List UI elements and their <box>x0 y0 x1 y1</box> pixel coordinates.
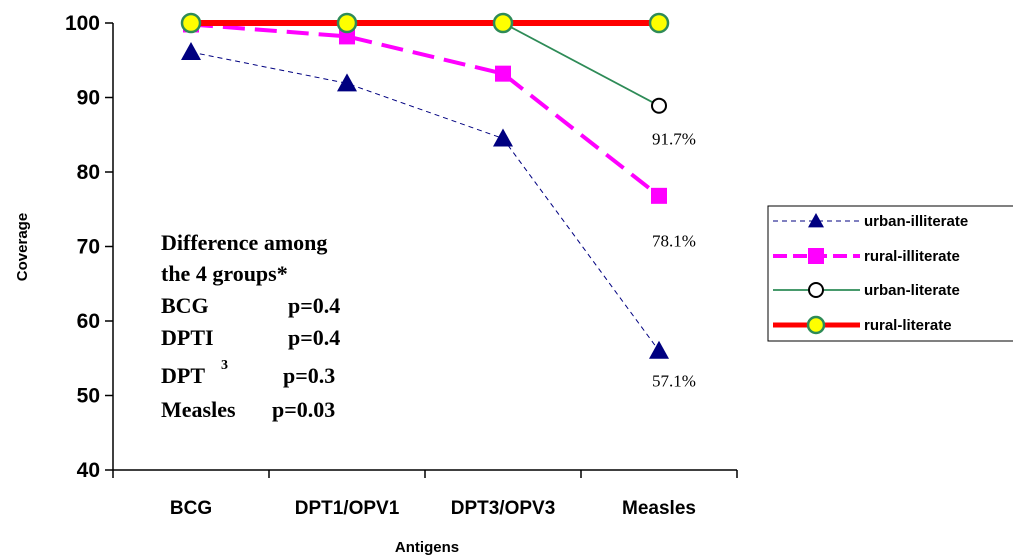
series-urban-illiterate <box>181 42 669 359</box>
annotation-title-line-2: the 4 groups* <box>161 261 288 286</box>
series-rural-literate <box>180 12 670 34</box>
legend-item-rural-literate: rural-literate <box>773 315 952 335</box>
y-tick-label: 90 <box>77 87 100 110</box>
annotation-row-bcg-name: BCG <box>161 293 209 318</box>
data-label: 91.7% <box>652 129 696 148</box>
annotation-box: Difference among the 4 groups* BCG p=0.4… <box>161 230 340 422</box>
annotation-row-dpti-name: DPTI <box>161 325 214 350</box>
triangle-marker <box>808 213 824 228</box>
legend-label: urban-literate <box>864 282 960 299</box>
y-tick-label: 70 <box>77 236 100 259</box>
x-axis-categories: BCG DPT1/OPV1 DPT3/OPV3 Measles <box>112 470 738 519</box>
legend-label: rural-illiterate <box>864 248 960 265</box>
legend-item-rural-illiterate: rural-illiterate <box>773 248 960 265</box>
square-marker <box>495 65 511 82</box>
yellow-circle-marker <box>336 12 358 34</box>
x-axis-title: Antigens <box>395 539 459 556</box>
legend-frame <box>767 205 1013 342</box>
y-axis-ticks: 40 50 60 70 80 90 100 <box>65 12 113 482</box>
open-circle-marker <box>808 282 824 298</box>
annotation-row-dpt3-p: p=0.3 <box>283 363 335 388</box>
annotation-row-bcg-p: p=0.4 <box>288 293 340 318</box>
triangle-marker <box>337 73 357 92</box>
y-tick-label: 100 <box>65 12 100 35</box>
triangle-marker <box>181 42 201 61</box>
series-layer <box>180 12 670 359</box>
data-labels: 91.7% 78.1% 57.1% <box>652 129 696 390</box>
x-category-label: BCG <box>170 498 212 519</box>
yellow-circle-marker <box>806 315 826 335</box>
legend-label: urban-illiterate <box>864 213 968 230</box>
y-axis-title: Coverage <box>14 213 31 281</box>
legend-item-urban-illiterate: urban-illiterate <box>773 213 968 230</box>
data-label: 57.1% <box>652 372 696 391</box>
annotation-row-dpt3-name: DPT <box>161 363 205 388</box>
triangle-marker <box>493 128 513 147</box>
legend: urban-illiterate rural-illiterate urban-li… <box>767 205 1013 342</box>
series-rural-illiterate <box>183 16 667 204</box>
triangle-marker <box>649 340 669 359</box>
yellow-circle-marker <box>492 12 514 34</box>
data-label: 78.1% <box>652 232 696 251</box>
legend-label: rural-literate <box>864 317 952 334</box>
annotation-row-dpt3-sup: 3 <box>221 358 228 373</box>
annotation-row-dpti-p: p=0.4 <box>288 325 340 350</box>
series-line <box>190 22 661 198</box>
square-marker <box>808 248 824 264</box>
x-category-label: Measles <box>622 498 696 519</box>
annotation-title-line-1: Difference among <box>161 230 327 255</box>
series-line <box>190 51 660 352</box>
annotation-row-measles-p: p=0.03 <box>272 397 335 422</box>
x-category-label: DPT3/OPV3 <box>451 498 556 519</box>
yellow-circle-marker <box>180 12 202 34</box>
legend-item-urban-literate: urban-literate <box>773 282 960 299</box>
y-tick-label: 80 <box>77 161 100 184</box>
yellow-circle-marker <box>648 12 670 34</box>
annotation-row-measles-name: Measles <box>161 397 236 422</box>
y-tick-label: 60 <box>77 310 100 333</box>
open-circle-marker <box>651 97 667 114</box>
y-tick-label: 50 <box>77 385 100 408</box>
y-tick-label: 40 <box>77 459 100 482</box>
square-marker <box>651 187 667 204</box>
series-line <box>191 22 660 107</box>
x-category-label: DPT1/OPV1 <box>295 498 400 519</box>
